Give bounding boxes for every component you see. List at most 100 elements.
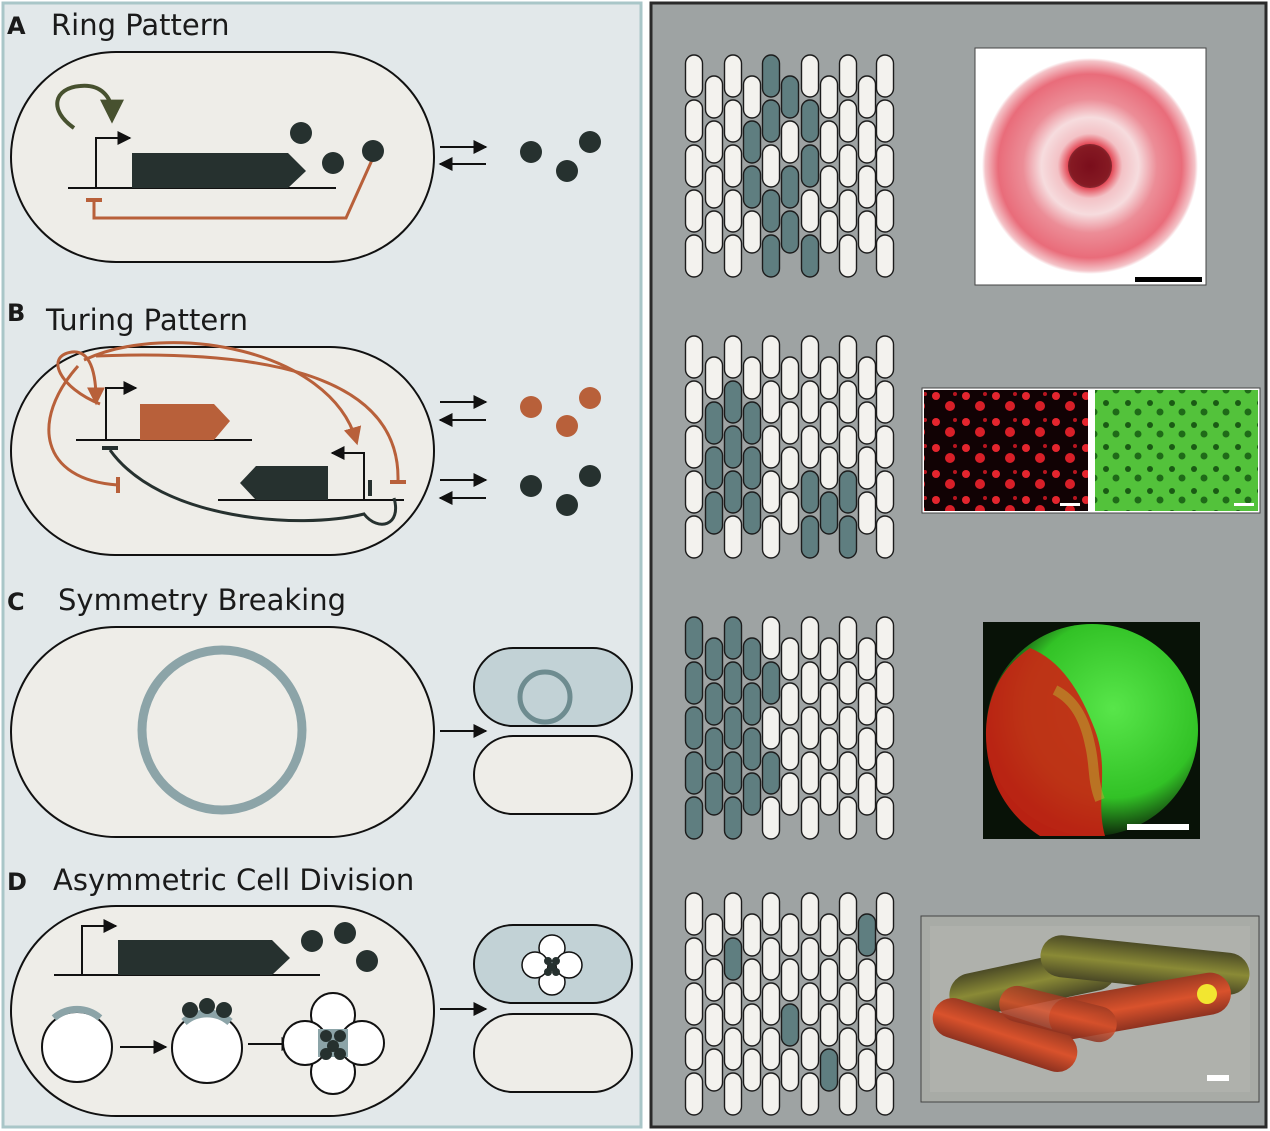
panel-d-vesicle-stage-2 xyxy=(171,1012,243,1084)
colony-a-cell xyxy=(780,75,800,119)
colony-d-cell xyxy=(761,1027,781,1071)
panel-a-molecule xyxy=(362,140,384,162)
colony-d-cell xyxy=(704,1048,724,1092)
panel-b-activator-molecule xyxy=(556,415,578,437)
colony-b-cell xyxy=(875,335,895,379)
panel-b-activator-gene xyxy=(140,404,230,440)
colony-d-cell xyxy=(800,937,820,981)
colony-d-cell xyxy=(819,1003,839,1047)
colony-d-cell xyxy=(742,913,762,957)
colony-b-cell xyxy=(819,446,839,490)
panel-b-inhibitor-promoter xyxy=(330,446,365,500)
colony-b-cell xyxy=(838,380,858,424)
colony-b-cell xyxy=(723,380,743,424)
colony-b-cell xyxy=(723,470,743,514)
colony-a-cell xyxy=(704,210,724,254)
panel-b-activator-promoter xyxy=(105,381,138,440)
colony-b-cell xyxy=(800,425,820,469)
colony-b-cell xyxy=(819,491,839,535)
colony-b-cell xyxy=(800,335,820,379)
colony-c-cell xyxy=(857,682,877,726)
colony-d-cell xyxy=(684,892,704,936)
colony-d-cell xyxy=(723,1072,743,1116)
colony-d-cell xyxy=(684,982,704,1026)
colony-d-cell xyxy=(761,1072,781,1116)
colony-b-cell xyxy=(800,470,820,514)
colony-c-cell xyxy=(800,661,820,705)
colony-c-cell xyxy=(838,616,858,660)
colony-d-cell xyxy=(838,982,858,1026)
colony-d-cell xyxy=(684,1072,704,1116)
colony-c-cell xyxy=(875,616,895,660)
colony-b-cell xyxy=(704,446,724,490)
colony-c-cell xyxy=(838,661,858,705)
colony-d-cell xyxy=(723,937,743,981)
colony-a-cell xyxy=(800,234,820,278)
panel-b-inhibitor-gene xyxy=(240,466,328,500)
colony-d-cell xyxy=(875,1072,895,1116)
panel-a-title: Ring Pattern xyxy=(51,8,230,42)
colony-b-cell xyxy=(857,401,877,445)
colony-a-cell xyxy=(761,144,781,188)
colony-c-cell xyxy=(723,751,743,795)
colony-c-cell xyxy=(761,616,781,660)
colony-a-cell xyxy=(742,165,762,209)
panel-d-stage-1-cap xyxy=(51,1005,103,1021)
panel-a-repression-loop xyxy=(92,159,374,220)
colony-d-cell xyxy=(704,958,724,1002)
colony-c-cell xyxy=(742,682,762,726)
panel-d-bound-molecule xyxy=(182,1002,198,1018)
colony-a-cell xyxy=(723,234,743,278)
micrograph-b-scale-bar-left xyxy=(1060,503,1080,506)
colony-a-cell xyxy=(838,144,858,188)
panel-d-gene xyxy=(118,940,290,975)
panel-d-molecule xyxy=(356,950,378,972)
colony-c-cell xyxy=(875,751,895,795)
panel-d-promoter-arrow xyxy=(81,919,118,975)
colony-c-cell xyxy=(704,637,724,681)
colony-a-cell xyxy=(684,54,704,98)
panel-a-molecule xyxy=(290,122,312,144)
colony-c-cell xyxy=(723,661,743,705)
panel-b-activator-self-arrow xyxy=(56,350,105,406)
micrograph-b-green-channel xyxy=(1095,390,1258,511)
colony-c-cell xyxy=(875,796,895,840)
colony-c-cell xyxy=(780,682,800,726)
colony-b-cell xyxy=(704,491,724,535)
colony-a-cell xyxy=(819,210,839,254)
colony-a-cell xyxy=(684,99,704,143)
colony-c-cell xyxy=(761,706,781,750)
colony-a-cell xyxy=(742,75,762,119)
colony-d-cell xyxy=(875,892,895,936)
panel-a-molecule xyxy=(322,152,344,174)
micrograph-b-scale-bar-right xyxy=(1234,503,1254,506)
micrograph-c-red-sector xyxy=(985,648,1105,836)
panel-b-title: Turing Pattern xyxy=(45,303,248,337)
colony-d-cell xyxy=(875,937,895,981)
colony-a-cell xyxy=(684,189,704,233)
colony-d-cell xyxy=(875,982,895,1026)
colony-b-cell xyxy=(761,515,781,559)
colony-a-cell xyxy=(761,234,781,278)
colony-c-cell xyxy=(761,796,781,840)
colony-a-cell xyxy=(742,210,762,254)
panel-c-daughter-ring xyxy=(517,669,573,725)
colony-b-cell xyxy=(723,335,743,379)
micrograph-b xyxy=(921,387,1261,514)
colony-d-cell xyxy=(819,1048,839,1092)
colony-a-cell xyxy=(857,210,877,254)
colony-d-cell xyxy=(761,937,781,981)
colony-c-cell xyxy=(723,796,743,840)
colony-d-cell xyxy=(723,1027,743,1071)
panel-b-activator-repression-loop xyxy=(95,353,400,481)
colony-c-cell xyxy=(684,661,704,705)
colony-d-cell xyxy=(723,892,743,936)
colony-d-cell xyxy=(800,892,820,936)
colony-a-cell xyxy=(838,189,858,233)
colony-b-cell xyxy=(857,356,877,400)
micrograph-d xyxy=(920,915,1260,1103)
colony-b-cell xyxy=(780,401,800,445)
panel-d: D Asymmetric Cell Division xyxy=(7,863,633,1117)
colony-a-cell xyxy=(875,54,895,98)
micrograph-a-scale-bar xyxy=(1135,277,1202,282)
